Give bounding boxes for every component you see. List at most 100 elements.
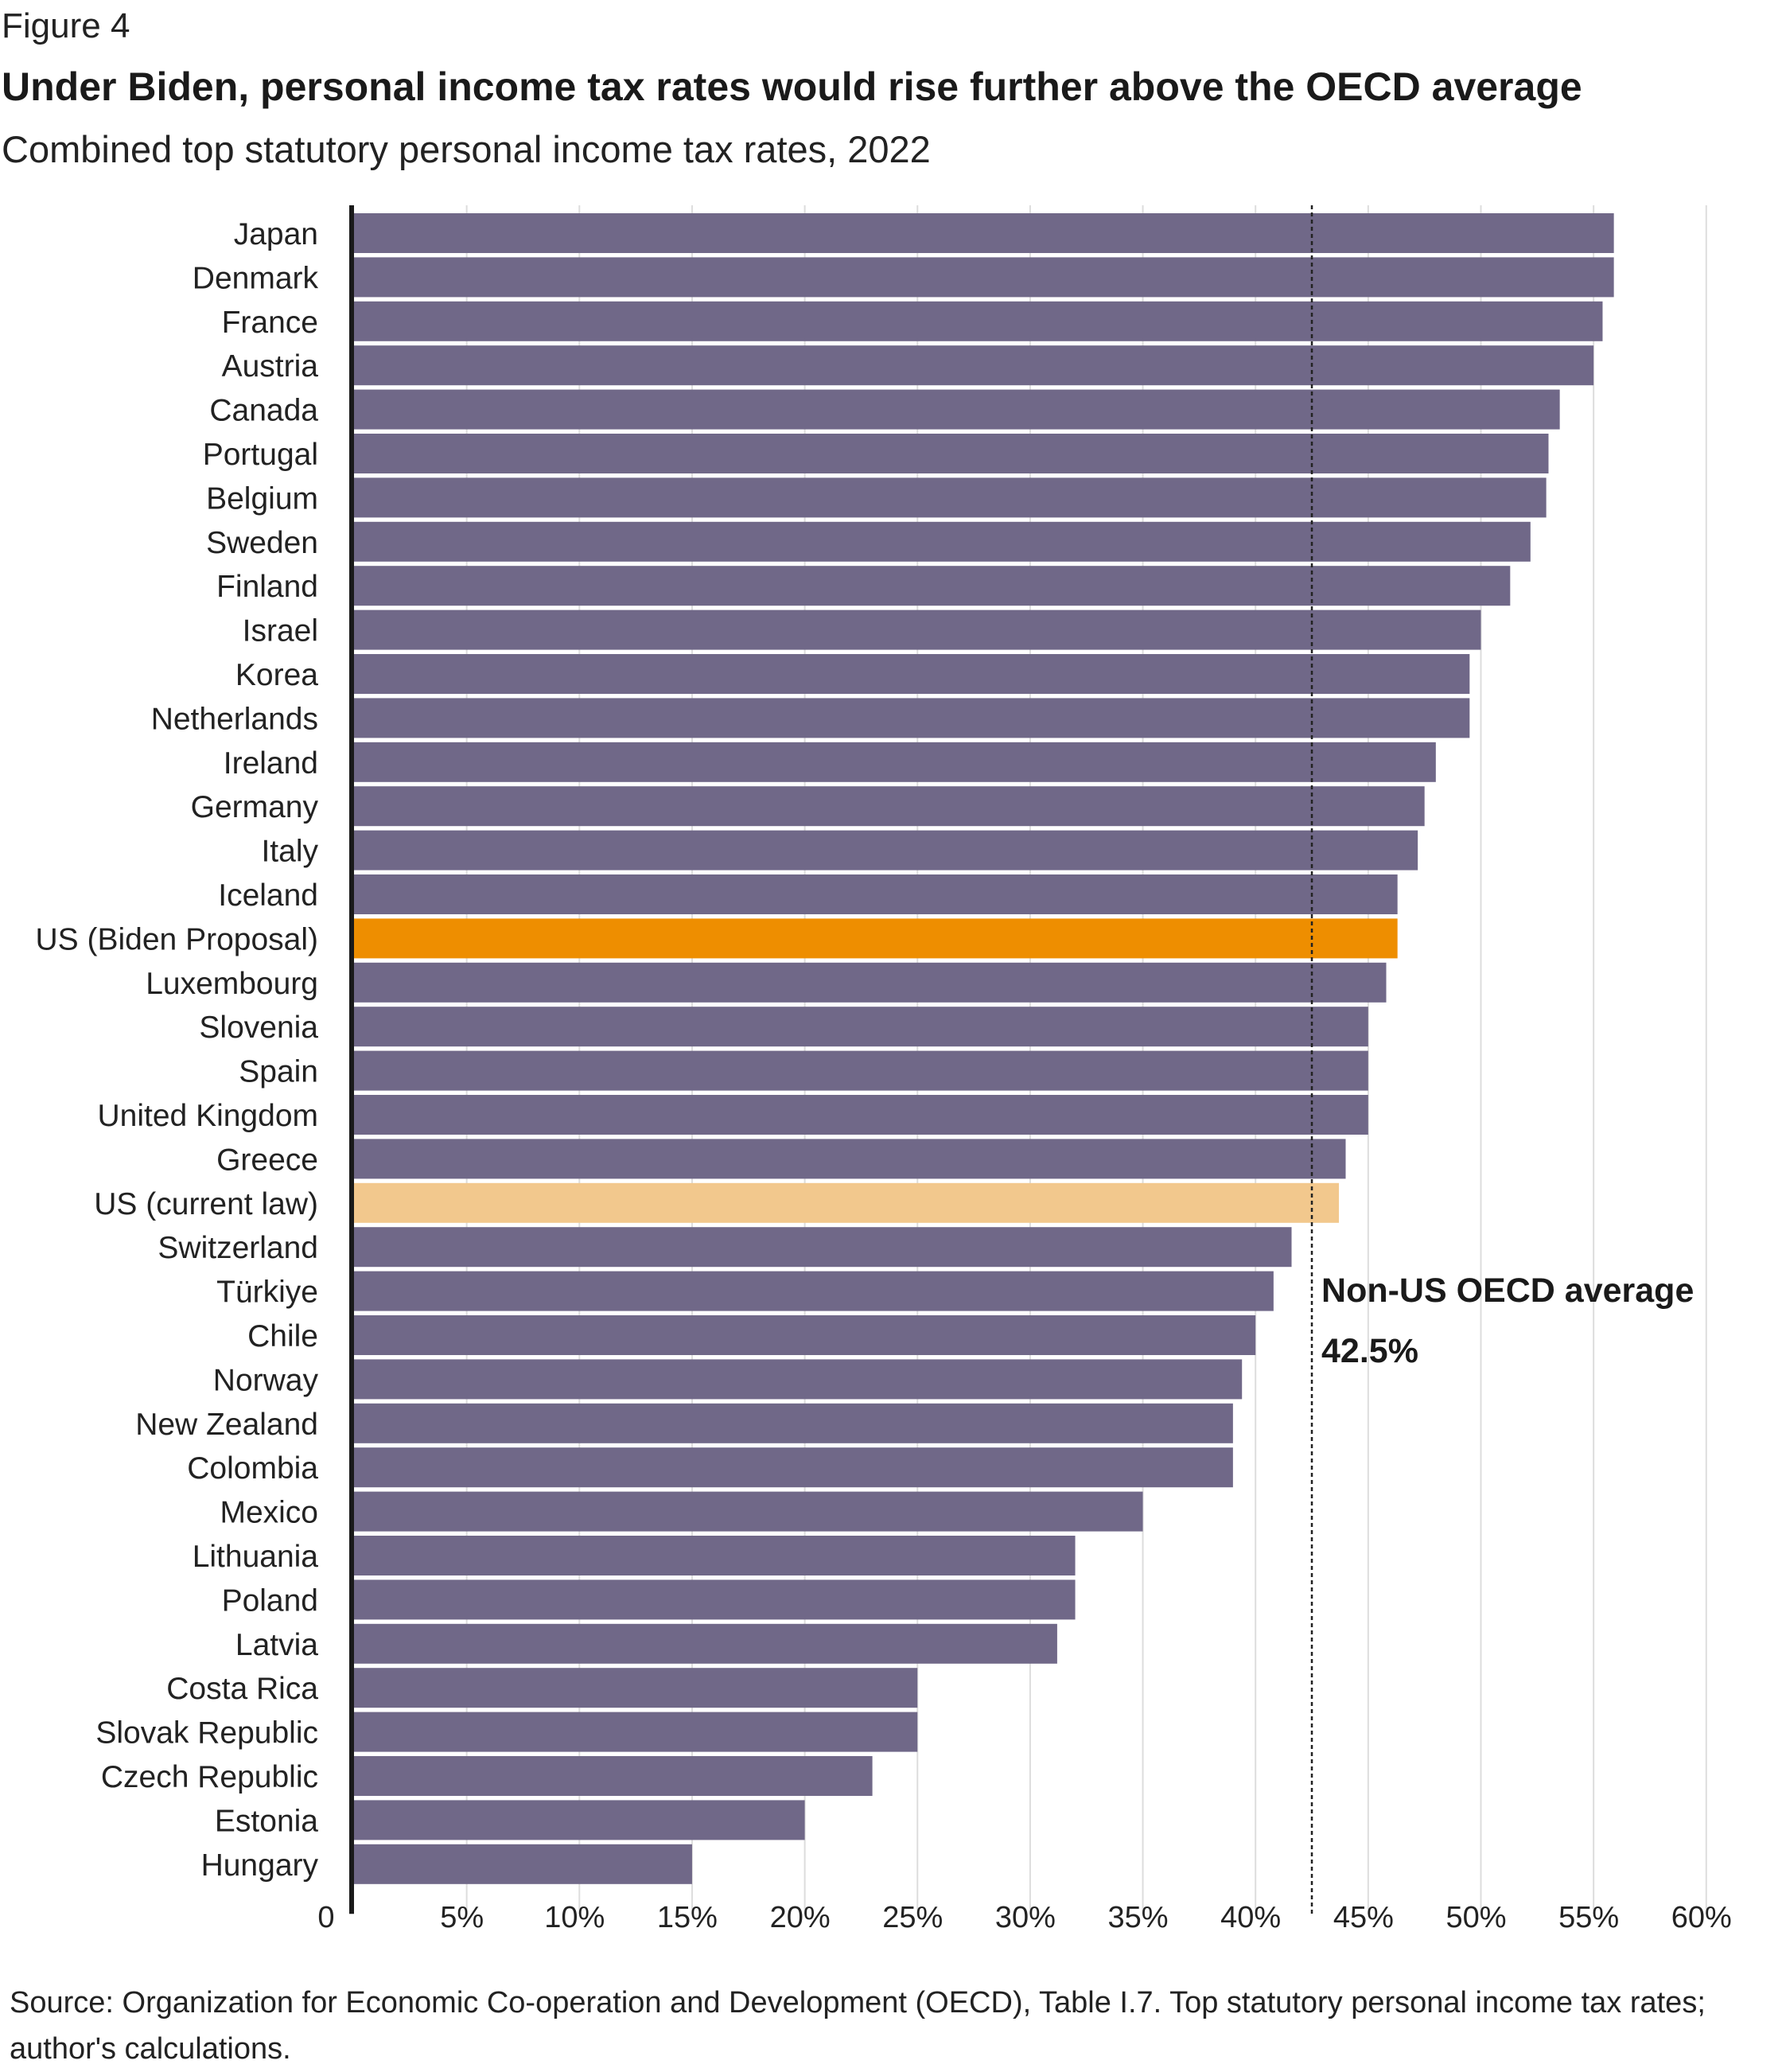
- bar: [354, 1756, 873, 1796]
- x-tick-label: 45%: [1333, 1901, 1394, 1934]
- x-tick-label: 0: [317, 1901, 334, 1934]
- category-label: Canada: [209, 394, 318, 428]
- category-label: Ireland: [224, 746, 318, 781]
- category-label: Lithuania: [193, 1540, 319, 1574]
- bar: [354, 1359, 1243, 1400]
- category-label: Iceland: [218, 878, 318, 913]
- category-label: United Kingdom: [98, 1099, 319, 1133]
- x-tick-label: 60%: [1671, 1901, 1732, 1934]
- category-label: Mexico: [220, 1496, 318, 1530]
- category-label: Switzerland: [158, 1231, 318, 1265]
- bar: [354, 610, 1481, 650]
- category-label: US (Biden Proposal): [36, 922, 319, 956]
- x-tick-label: 15%: [657, 1901, 718, 1934]
- bar-chart: Non-US OECD average 42.5% Japan Denmark Fra…: [36, 205, 1732, 1934]
- category-label: Czech Republic: [101, 1760, 318, 1794]
- bar: [354, 786, 1425, 827]
- bar: [354, 1227, 1292, 1268]
- bar: [354, 1491, 1143, 1532]
- bar: [354, 742, 1436, 782]
- category-label: Luxembourg: [146, 967, 318, 1001]
- x-tick-label: 30%: [995, 1901, 1056, 1934]
- x-tick-label: 20%: [770, 1901, 831, 1934]
- category-label: Latvia: [235, 1628, 318, 1662]
- bar: [354, 1800, 805, 1840]
- x-tick-label: 50%: [1445, 1901, 1506, 1934]
- bar: [354, 345, 1594, 386]
- bar: [354, 830, 1418, 870]
- bar: [354, 1403, 1233, 1443]
- bars: [354, 213, 1614, 1884]
- bar: [354, 962, 1387, 1003]
- bar: [354, 257, 1614, 298]
- category-labels: Japan Denmark France Austria Canada Portugal B…: [36, 217, 319, 1883]
- category-label: Norway: [213, 1363, 319, 1397]
- category-label: France: [222, 306, 318, 340]
- category-label: Israel: [243, 614, 318, 648]
- reference-line-group: Non-US OECD average 42.5%: [1310, 205, 1694, 1914]
- x-tick-label: 10%: [544, 1901, 605, 1934]
- bar: [354, 1095, 1368, 1135]
- bar: [354, 389, 1560, 430]
- category-label: Denmark: [193, 261, 319, 295]
- category-label: Costa Rica: [166, 1672, 318, 1706]
- bar: [354, 434, 1549, 473]
- bar: [354, 874, 1398, 914]
- bar: [354, 301, 1603, 341]
- category-label: Belgium: [206, 481, 318, 516]
- category-label: Sweden: [206, 526, 318, 560]
- category-label: Italy: [261, 835, 318, 869]
- category-label: Hungary: [201, 1848, 319, 1883]
- bar: [354, 918, 1398, 959]
- x-tick-label: 55%: [1558, 1901, 1619, 1934]
- category-label: Türkiye: [216, 1276, 318, 1310]
- category-label: Slovenia: [199, 1011, 318, 1045]
- bar: [354, 1315, 1256, 1355]
- category-label: New Zealand: [135, 1408, 318, 1442]
- bar: [354, 1007, 1368, 1047]
- bar: [354, 1623, 1057, 1664]
- bar: [354, 213, 1614, 253]
- figure-label: Figure 4: [2, 6, 130, 45]
- bar: [354, 1182, 1340, 1223]
- chart-title: Under Biden, personal income tax rates w…: [2, 64, 1582, 109]
- x-tick-label: 5%: [440, 1901, 484, 1934]
- category-label: Germany: [191, 790, 319, 824]
- x-tick-label: 25%: [882, 1901, 943, 1934]
- bar: [354, 1579, 1076, 1620]
- chart-subtitle: Combined top statutory personal income t…: [2, 128, 931, 170]
- reference-line-value: 42.5%: [1321, 1332, 1418, 1370]
- category-label: Korea: [235, 658, 318, 692]
- category-label: Netherlands: [151, 702, 318, 736]
- category-label: Greece: [216, 1143, 318, 1177]
- category-label: Spain: [239, 1055, 318, 1089]
- x-tick-label: 40%: [1220, 1901, 1281, 1934]
- bar: [354, 654, 1470, 694]
- bar: [354, 521, 1531, 562]
- x-axis-ticks: 0 5% 10% 15% 20% 25% 30% 35% 40% 45% 50% 55% 60%: [317, 1901, 1731, 1934]
- bar: [354, 1050, 1368, 1091]
- category-label: Finland: [216, 570, 318, 604]
- bar: [354, 477, 1547, 518]
- category-label: US (current law): [94, 1187, 318, 1221]
- bar: [354, 1844, 692, 1884]
- source-note: Source: Organization for Economic Co-ope…: [10, 1986, 1706, 2066]
- bar: [354, 698, 1470, 738]
- reference-line-label: Non-US OECD average: [1321, 1272, 1694, 1310]
- category-label: Estonia: [215, 1804, 318, 1838]
- bar: [354, 1712, 918, 1752]
- bar: [354, 1139, 1346, 1179]
- x-tick-label: 35%: [1108, 1901, 1169, 1934]
- bar: [354, 1668, 918, 1708]
- bar: [354, 566, 1511, 606]
- category-label: Chile: [247, 1319, 318, 1353]
- category-label: Colombia: [187, 1451, 318, 1486]
- category-label: Slovak Republic: [95, 1716, 318, 1751]
- bar: [354, 1536, 1076, 1575]
- bar: [354, 1271, 1274, 1311]
- category-label: Japan: [234, 217, 318, 251]
- category-label: Austria: [222, 349, 319, 384]
- bar: [354, 1447, 1233, 1488]
- category-label: Poland: [222, 1583, 318, 1618]
- category-label: Portugal: [203, 438, 318, 472]
